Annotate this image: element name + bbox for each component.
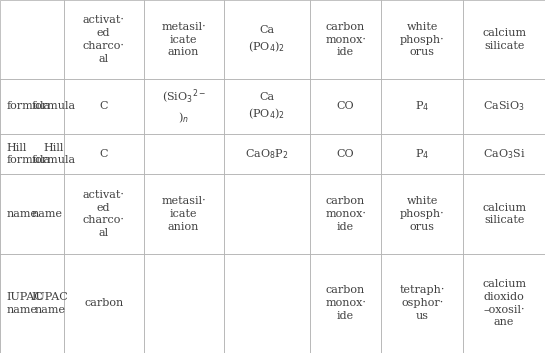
Text: CO: CO	[337, 149, 354, 159]
Bar	[382, 134, 463, 174]
Text: IUPAC
name: IUPAC name	[32, 292, 69, 315]
Bar	[144, 134, 223, 174]
Text: P$_4$: P$_4$	[415, 147, 429, 161]
Bar	[64, 174, 144, 253]
Text: CO: CO	[337, 102, 354, 112]
Text: Ca
(PO$_4$)$_2$: Ca (PO$_4$)$_2$	[249, 92, 285, 121]
Text: formula: formula	[32, 102, 76, 112]
Text: (SiO$_3$$^{2-}$
)$_n$: (SiO$_3$$^{2-}$ )$_n$	[161, 88, 206, 125]
Bar	[463, 174, 545, 253]
Bar	[463, 253, 545, 353]
Text: Ca
(PO$_4$)$_2$: Ca (PO$_4$)$_2$	[249, 25, 285, 54]
Text: Hill
formula: Hill formula	[7, 143, 51, 166]
Text: calcium
silicate: calcium silicate	[482, 28, 526, 51]
Text: Hill
formula: Hill formula	[32, 143, 76, 166]
Bar	[0, 134, 64, 174]
Bar	[64, 0, 144, 79]
Text: metasil·
icate
anion: metasil· icate anion	[161, 22, 206, 58]
Bar	[223, 0, 310, 79]
Text: IUPAC
name: IUPAC name	[7, 292, 43, 315]
Text: C: C	[99, 102, 108, 112]
Bar	[223, 253, 310, 353]
Bar	[463, 134, 545, 174]
Bar	[223, 134, 310, 174]
Bar	[144, 0, 223, 79]
Bar	[382, 79, 463, 134]
Bar	[0, 79, 64, 134]
Bar	[223, 79, 310, 134]
Bar	[382, 253, 463, 353]
Bar	[144, 79, 223, 134]
Bar	[310, 79, 381, 134]
Text: carbon
monox·
ide: carbon monox· ide	[325, 196, 366, 232]
Text: activat·
ed
charco·
al: activat· ed charco· al	[83, 16, 125, 64]
Text: formula: formula	[7, 102, 51, 112]
Bar	[310, 134, 381, 174]
Text: calcium
dioxido
–oxosil·
ane: calcium dioxido –oxosil· ane	[482, 279, 526, 328]
Bar	[223, 174, 310, 253]
Bar	[463, 0, 545, 79]
Text: calcium
silicate: calcium silicate	[482, 203, 526, 225]
Bar	[0, 134, 64, 174]
Bar	[0, 174, 64, 253]
Text: carbon
monox·
ide: carbon monox· ide	[325, 286, 366, 321]
Text: C: C	[99, 149, 108, 159]
Bar	[64, 253, 144, 353]
Text: CaO$_8$P$_2$: CaO$_8$P$_2$	[245, 147, 288, 161]
Bar	[463, 79, 545, 134]
Bar	[382, 174, 463, 253]
Bar	[310, 174, 381, 253]
Text: metasil·
icate
anion: metasil· icate anion	[161, 196, 206, 232]
Text: name: name	[32, 209, 63, 219]
Bar	[64, 134, 144, 174]
Text: name: name	[7, 209, 38, 219]
Text: tetraph·
osphor·
us: tetraph· osphor· us	[399, 286, 445, 321]
Bar	[0, 253, 64, 353]
Bar	[0, 0, 64, 79]
Bar	[144, 174, 223, 253]
Text: white
phosph·
orus: white phosph· orus	[400, 22, 445, 58]
Text: CaSiO$_3$: CaSiO$_3$	[483, 100, 525, 113]
Bar	[0, 79, 64, 134]
Text: carbon: carbon	[84, 298, 123, 308]
Bar	[310, 0, 381, 79]
Bar	[310, 253, 381, 353]
Text: CaO$_3$Si: CaO$_3$Si	[483, 147, 525, 161]
Text: activat·
ed
charco·
al: activat· ed charco· al	[83, 190, 125, 238]
Bar	[382, 0, 463, 79]
Text: white
phosph·
orus: white phosph· orus	[400, 196, 445, 232]
Text: carbon
monox·
ide: carbon monox· ide	[325, 22, 366, 58]
Bar	[0, 253, 64, 353]
Bar	[64, 79, 144, 134]
Text: P$_4$: P$_4$	[415, 100, 429, 113]
Bar	[144, 253, 223, 353]
Bar	[0, 174, 64, 253]
